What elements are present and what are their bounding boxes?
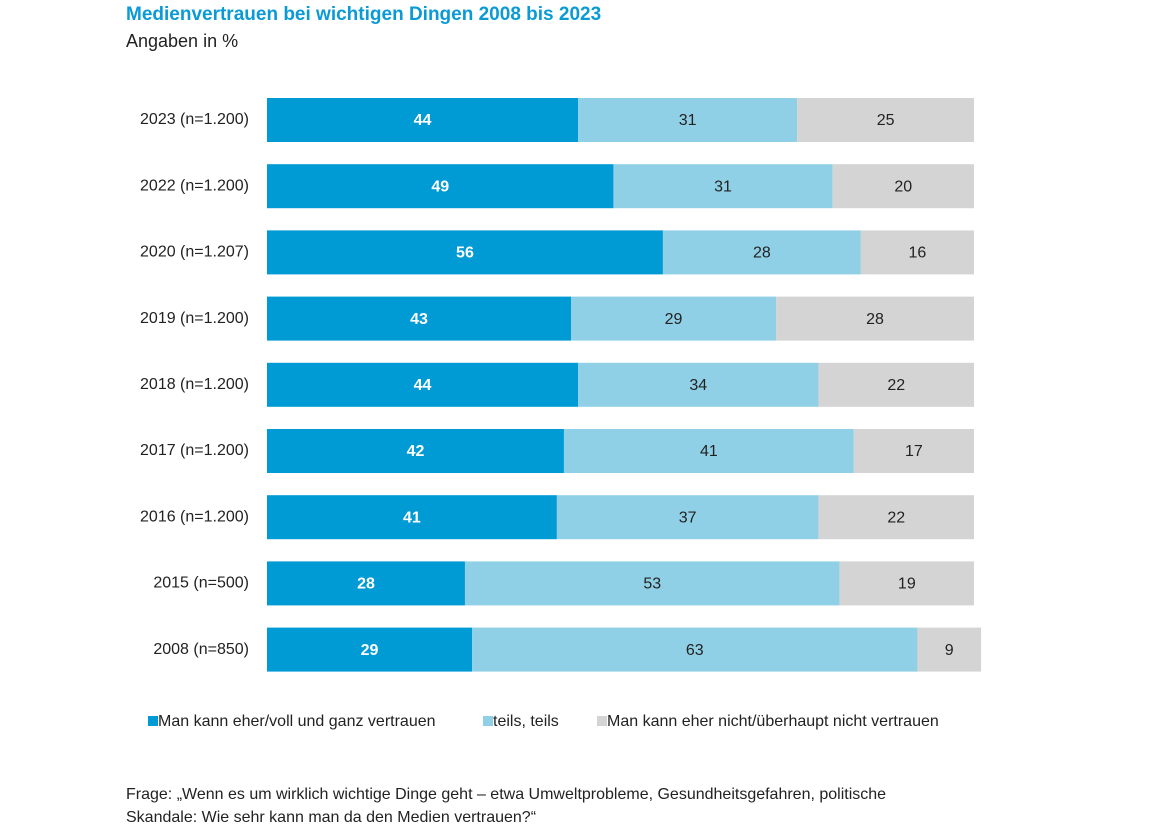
y-tick-label: 2022 (n=1.200) [140,177,249,194]
legend-swatch [148,716,158,726]
y-tick-label: 2023 (n=1.200) [140,111,249,128]
value-label: 43 [410,311,428,328]
bar-segment [267,362,579,407]
value-label: 17 [905,443,923,460]
value-label: 31 [714,178,732,195]
legend-label: teils, teils [493,713,559,730]
bar-segment [917,627,982,672]
bar-segment [464,561,840,606]
legend-swatch [597,716,607,726]
bar-segment [860,230,974,275]
value-label: 41 [403,509,421,526]
bar-segment [267,164,614,209]
value-label: 28 [866,311,884,328]
value-label: 63 [686,642,704,659]
bar-segment [839,561,974,606]
value-label: 34 [689,377,707,394]
value-label: 20 [894,178,912,195]
bar-segment [818,362,974,407]
bar-segment [818,495,974,540]
bar-segment [267,230,663,275]
value-label: 16 [909,245,927,262]
bar-segment [578,98,798,142]
bar-segment [267,296,572,341]
value-label: 44 [414,377,432,394]
bar-segment [832,164,974,209]
bar-segment [662,230,861,275]
y-tick-label: 2016 (n=1.200) [140,508,249,525]
legend-swatch [483,716,493,726]
legend-label: Man kann eher/voll und ganz vertrauen [158,713,436,730]
value-label: 53 [643,576,661,593]
y-tick-label: 2008 (n=850) [153,641,249,658]
bar-segment [472,627,918,672]
bar-segment [267,561,465,606]
value-label: 41 [700,443,718,460]
y-tick-label: 2015 (n=500) [153,575,249,592]
bar-segment [556,495,819,540]
note-line: Frage: „Wenn es um wirklich wichtige Din… [126,786,886,803]
value-label: 29 [361,642,379,659]
bar-segment [613,164,833,209]
value-label: 44 [414,112,432,129]
y-tick-label: 2018 (n=1.200) [140,376,249,393]
bar-segment [267,627,473,672]
chart-title: Medienvertrauen bei wichtigen Dingen 200… [126,4,601,25]
legend-label: Man kann eher nicht/überhaupt nicht vert… [607,713,939,730]
value-label: 19 [898,576,916,593]
bar-segment [797,98,974,142]
value-label: 22 [887,509,905,526]
y-tick-label: 2019 (n=1.200) [140,310,249,327]
value-label: 31 [679,112,697,129]
value-label: 25 [877,112,895,129]
note-line: Skandale: Wie sehr kann man da den Medie… [126,809,536,826]
value-label: 28 [753,245,771,262]
bar-segment [776,296,974,341]
value-label: 9 [945,642,954,659]
value-label: 37 [679,509,697,526]
bar-segment [563,429,854,473]
bar-segment [267,429,564,473]
bar-segment [578,362,819,407]
value-label: 42 [407,443,425,460]
y-tick-label: 2020 (n=1.207) [140,244,249,261]
value-label: 29 [665,311,683,328]
chart-subtitle: Angaben in % [126,31,238,51]
bar-segment [571,296,777,341]
y-tick-label: 2017 (n=1.200) [140,442,249,459]
value-label: 56 [456,245,474,262]
bar-segment [267,495,557,540]
value-label: 28 [357,576,375,593]
value-label: 22 [887,377,905,394]
value-label: 49 [431,178,449,195]
bar-segment [853,429,974,473]
bar-segment [267,98,579,142]
